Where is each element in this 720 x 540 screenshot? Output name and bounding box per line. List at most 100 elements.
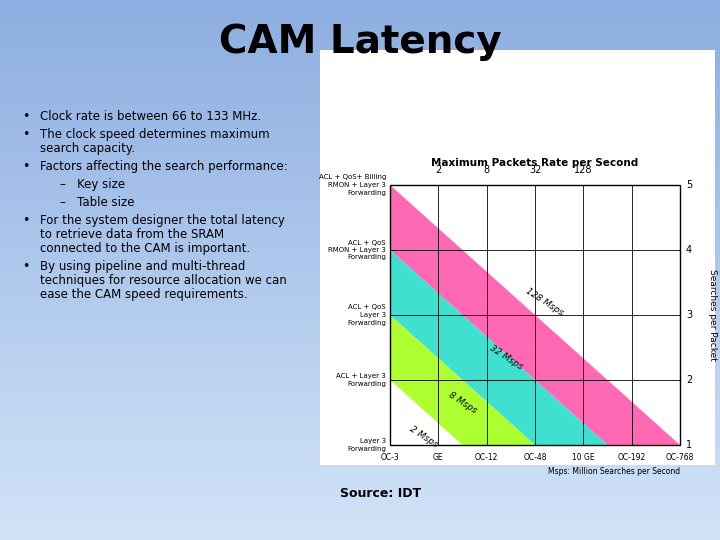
Bar [0,251,720,254]
Bar [0,421,720,424]
Bar [0,35,720,38]
Text: OC-12: OC-12 [475,453,498,462]
Bar [0,81,720,84]
Bar [0,84,720,86]
Text: OC-3: OC-3 [381,453,400,462]
Bar [0,186,720,189]
Bar [0,516,720,518]
Bar [0,364,720,367]
Bar [0,235,720,238]
Bar [0,489,720,491]
Bar [0,167,720,170]
Bar [0,213,720,216]
Bar [0,462,720,464]
Bar [0,475,720,478]
Bar [0,329,720,332]
Text: Clock rate is between 66 to 133 MHz.: Clock rate is between 66 to 133 MHz. [40,110,261,123]
Bar [0,440,720,443]
Bar [0,443,720,445]
Bar [0,100,720,103]
Bar [0,173,720,176]
Bar [0,146,720,148]
Text: 8: 8 [484,165,490,175]
Text: GE: GE [433,453,444,462]
Bar [0,143,720,146]
Bar [0,238,720,240]
Bar [0,43,720,46]
Text: 1: 1 [686,440,692,450]
Bar [0,305,720,308]
Bar [0,308,720,310]
Text: OC-192: OC-192 [618,453,646,462]
Text: 128 Msps: 128 Msps [524,287,565,318]
Bar [0,319,720,321]
Bar [0,54,720,57]
Bar [0,524,720,526]
Text: Factors affecting the search performance:: Factors affecting the search performance… [40,160,288,173]
Bar [0,467,720,470]
Text: •: • [22,260,30,273]
Text: ACL + QoS
RMON + Layer 3
Forwarding: ACL + QoS RMON + Layer 3 Forwarding [328,240,386,260]
Bar [0,32,720,35]
Bar [0,359,720,362]
Bar [0,189,720,192]
Text: OC-768: OC-768 [666,453,694,462]
Bar [0,435,720,437]
Bar [0,459,720,462]
Bar [0,246,720,248]
Bar [0,103,720,105]
Text: 2 Msps: 2 Msps [408,425,439,450]
Bar [0,537,720,540]
Bar [0,448,720,451]
Bar [0,11,720,14]
Bar [0,132,720,135]
Bar [0,5,720,8]
Bar [390,185,680,445]
Bar [0,124,720,127]
Bar [0,313,720,316]
Bar [0,197,720,200]
Bar [0,211,720,213]
Text: ACL + Layer 3
Forwarding: ACL + Layer 3 Forwarding [336,373,386,387]
Bar [0,111,720,113]
Bar [0,40,720,43]
Polygon shape [390,315,680,445]
Bar [0,24,720,27]
Bar [0,105,720,108]
Text: –   Table size: – Table size [60,196,135,209]
Bar [0,397,720,400]
Bar [0,119,720,122]
Bar [0,267,720,270]
Bar [0,389,720,392]
Bar [0,381,720,383]
Bar [0,427,720,429]
Bar [0,208,720,211]
Bar [0,356,720,359]
Text: Maximum Packets Rate per Second: Maximum Packets Rate per Second [431,158,639,168]
Bar [0,394,720,397]
Bar [0,122,720,124]
Bar [0,521,720,524]
Text: Searches per Packet: Searches per Packet [708,269,716,361]
Bar [0,232,720,235]
Text: Layer 3
Forwarding: Layer 3 Forwarding [347,438,386,452]
Bar [0,408,720,410]
Polygon shape [390,185,680,445]
Bar [0,464,720,467]
Text: 128: 128 [574,165,593,175]
Bar [0,286,720,289]
Text: 4: 4 [686,245,692,255]
Bar [0,221,720,224]
Bar [0,497,720,500]
Bar [0,16,720,19]
Bar [0,416,720,418]
Bar [0,151,720,154]
Bar [0,270,720,273]
Text: ease the CAM speed requirements.: ease the CAM speed requirements. [40,288,248,301]
Bar [0,383,720,386]
Bar [0,78,720,81]
Bar [0,354,720,356]
Bar [0,513,720,516]
Bar [0,230,720,232]
Bar [0,200,720,202]
